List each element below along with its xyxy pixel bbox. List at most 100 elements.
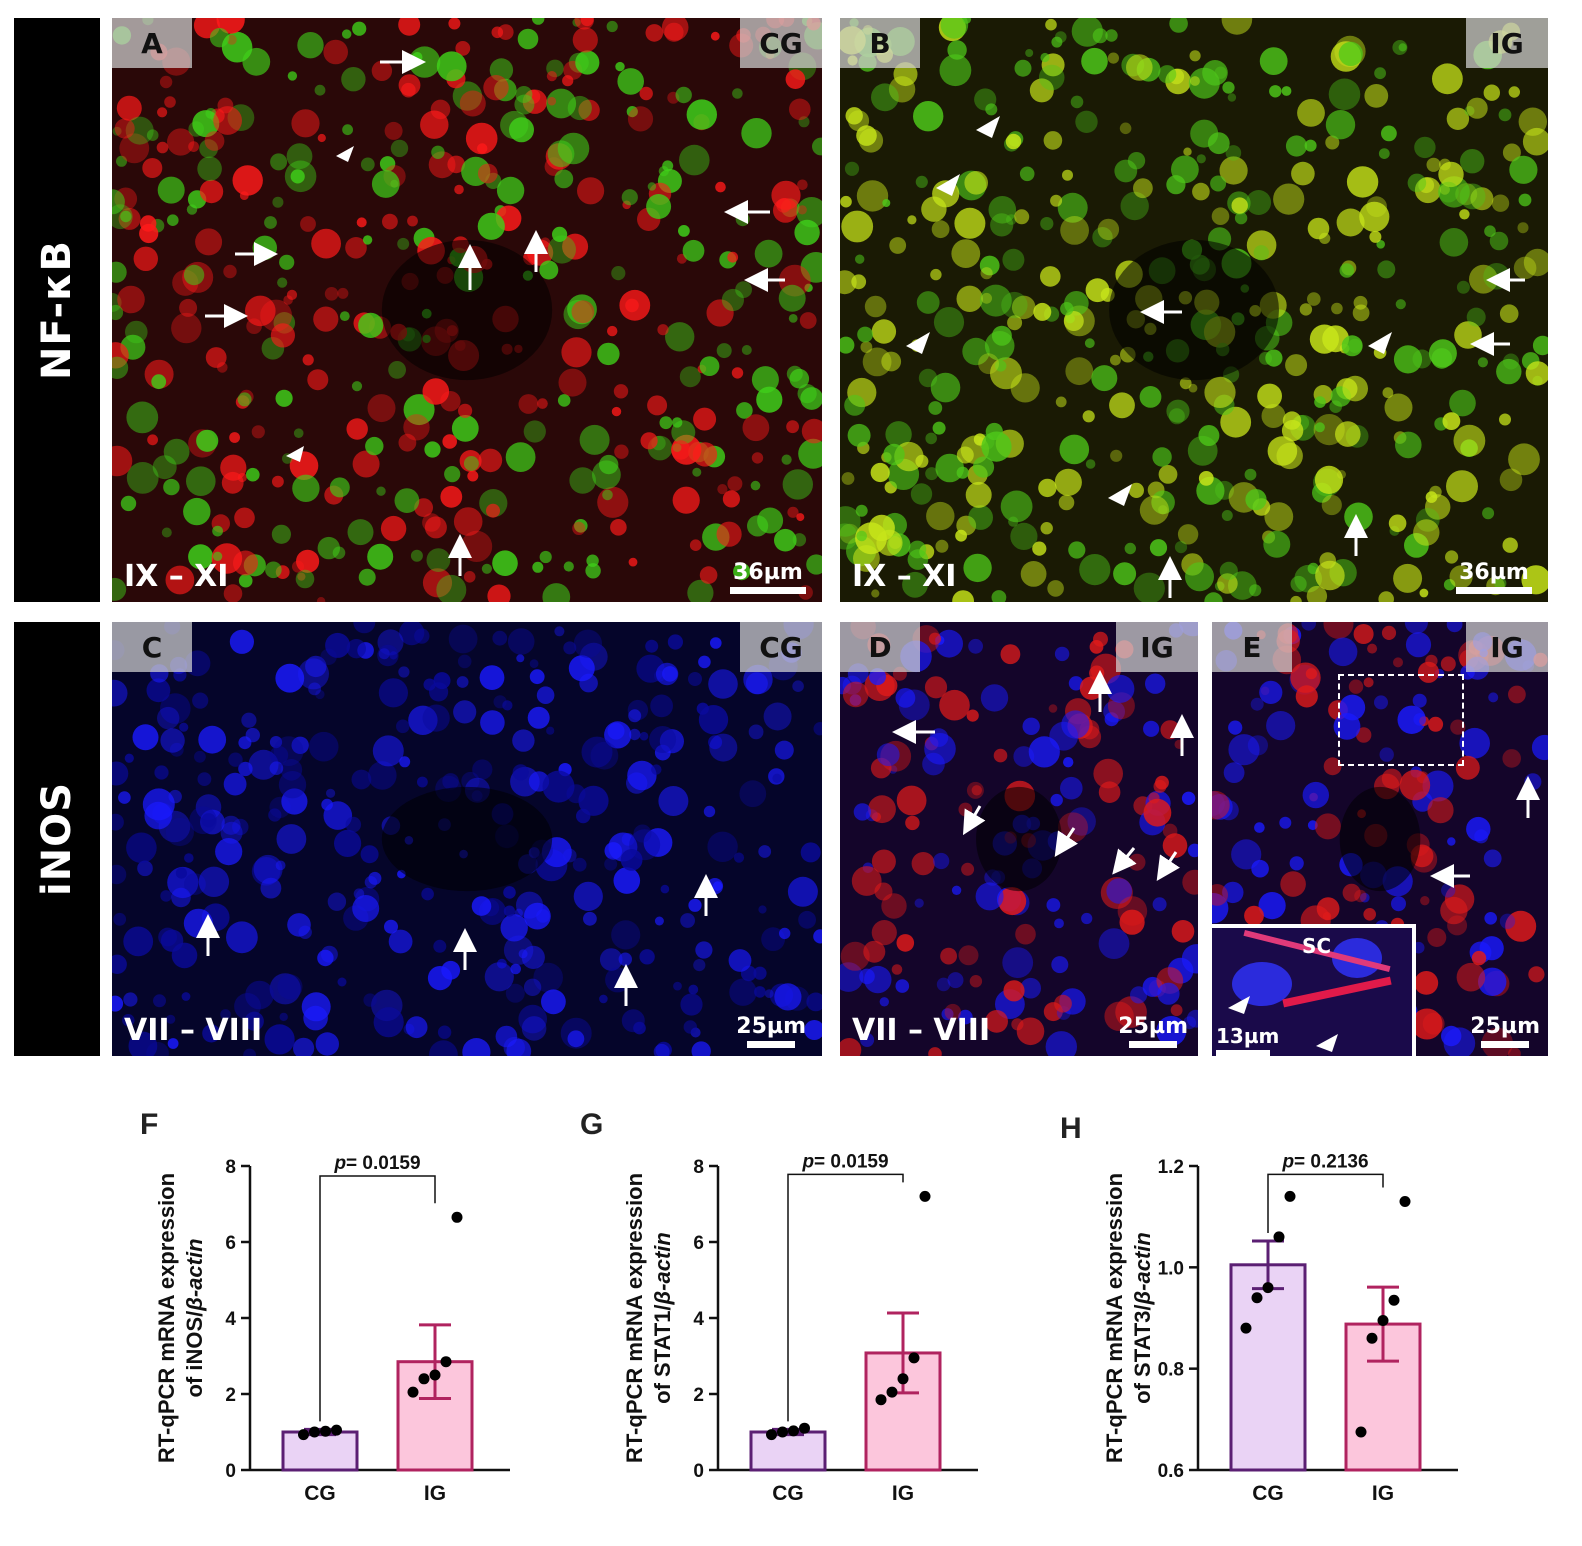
y-tick-label: 1.0 <box>1158 1258 1184 1279</box>
data-point <box>1377 1315 1389 1327</box>
scale-bar-a: 36µm <box>730 560 806 594</box>
y-axis-sublabel: of iNOS/β-actin <box>182 1238 207 1397</box>
y-tick-label: 8 <box>693 1157 704 1178</box>
data-point <box>897 1373 909 1385</box>
data-point <box>320 1425 331 1437</box>
y-axis-label: RT-qPCR mRNA expression <box>622 1173 647 1463</box>
y-tick-label: 8 <box>225 1157 236 1178</box>
p-value-label: p= 0.0159 <box>333 1153 420 1174</box>
significance-bracket <box>1267 1173 1384 1233</box>
data-point <box>451 1211 463 1223</box>
stage-label-a: IX – XI <box>124 559 229 594</box>
y-tick-label: 4 <box>225 1309 236 1330</box>
data-point <box>1262 1282 1274 1294</box>
data-point <box>908 1352 920 1364</box>
micrograph-d: D IG VII – VIII 25µm <box>840 622 1198 1056</box>
data-point <box>886 1386 898 1398</box>
chart-g-stat1: RT-qPCR mRNA expression of STAT1/β-actin 0… <box>622 1151 978 1505</box>
micrograph-c: C CG VII – VIII 25µm <box>112 622 822 1056</box>
zoom-region-box <box>1338 674 1464 766</box>
data-point <box>440 1356 452 1368</box>
stage-label-b: IX – XI <box>852 559 957 594</box>
inset-sc-label: SC <box>1302 934 1332 958</box>
row-label-nfkb: NF-κB <box>14 18 100 602</box>
data-point <box>1355 1426 1367 1438</box>
data-point <box>766 1429 777 1441</box>
data-point <box>777 1426 788 1438</box>
x-tick-label-cg: CG <box>1252 1482 1284 1505</box>
micrograph-b: B IG IX – XI 36µm <box>840 18 1548 602</box>
scale-bar-e: 25µm <box>1470 1014 1540 1048</box>
data-point <box>331 1424 342 1436</box>
panel-letter-c: C <box>112 622 192 672</box>
micrograph-cells <box>112 622 822 1056</box>
y-axis-sublabel: of STAT3/β-actin <box>1130 1232 1155 1404</box>
bar-cg <box>749 1430 827 1472</box>
lumen <box>1339 786 1421 892</box>
data-point <box>309 1426 320 1438</box>
micrograph-c-image <box>112 622 822 1056</box>
panel-letter-b: B <box>840 18 920 68</box>
chart-letter-g: G <box>580 1108 604 1141</box>
data-point <box>407 1386 419 1398</box>
bar-cg <box>281 1430 359 1472</box>
group-tag-a: CG <box>740 18 822 68</box>
lumen <box>381 239 553 381</box>
panel-letter-e: E <box>1212 622 1292 672</box>
x-tick-label-cg: CG <box>304 1482 336 1505</box>
x-tick-label-ig: IG <box>424 1482 446 1505</box>
micrograph-d-image <box>840 622 1198 1056</box>
lumen <box>1109 239 1279 381</box>
y-tick-label: 2 <box>225 1385 236 1406</box>
p-value-label: p= 0.0159 <box>801 1151 888 1172</box>
scale-bar-d: 25µm <box>1118 1014 1188 1048</box>
data-point <box>799 1422 810 1434</box>
inset-scale-bar: 13µm <box>1216 1024 1279 1056</box>
row-label-inos: iNOS <box>14 622 100 1056</box>
x-tick-label-ig: IG <box>1372 1482 1394 1505</box>
stage-label-d: VII – VIII <box>852 1013 991 1048</box>
data-point <box>919 1190 931 1202</box>
panel-letter-a: A <box>112 18 192 68</box>
group-tag-e: IG <box>1466 622 1548 672</box>
chart-letter-f: F <box>140 1108 159 1141</box>
y-tick-label: 0 <box>693 1461 704 1482</box>
data-point <box>1388 1294 1400 1306</box>
y-tick-label: 2 <box>693 1385 704 1406</box>
data-point <box>1273 1231 1285 1243</box>
data-point <box>1284 1190 1296 1202</box>
y-tick-label: 0 <box>225 1461 236 1482</box>
y-tick-label: 0.8 <box>1158 1360 1184 1381</box>
stage-label-c: VII – VIII <box>124 1013 263 1048</box>
y-tick-label: 4 <box>693 1309 704 1330</box>
data-point <box>429 1369 441 1381</box>
chart-h-stat3: RT-qPCR mRNA expression of STAT3/β-actin0… <box>1102 1151 1458 1505</box>
significance-bracket <box>787 1173 904 1422</box>
micrograph-a-image <box>112 18 822 602</box>
lumen <box>381 786 553 892</box>
group-tag-d: IG <box>1116 622 1198 672</box>
data-point <box>1399 1195 1411 1207</box>
chart-f-inos: RT-qPCR mRNA expression of iNOS/β-actin 0 2… <box>154 1153 510 1505</box>
group-tag-b: IG <box>1466 18 1548 68</box>
y-axis-label: RT-qPCR mRNA expression <box>154 1173 179 1463</box>
data-point <box>1366 1332 1378 1344</box>
panel-letter-d: D <box>840 622 920 672</box>
bar-cg <box>1229 1263 1307 1472</box>
x-tick-label-cg: CG <box>772 1482 804 1505</box>
y-tick-label: 6 <box>693 1233 704 1254</box>
data-point <box>875 1394 887 1406</box>
p-value-label: p= 0.2136 <box>1281 1151 1368 1172</box>
data-point <box>418 1373 430 1385</box>
data-point <box>1251 1292 1263 1304</box>
chart-letter-h: H <box>1060 1112 1082 1145</box>
lumen <box>976 786 1062 892</box>
micrograph-a: A CG IX – XI 36µm <box>112 18 822 602</box>
y-tick-label: 0.6 <box>1158 1461 1184 1482</box>
micrograph-cells <box>840 18 1548 602</box>
scale-bar-b: 36µm <box>1456 560 1532 594</box>
significance-bracket <box>319 1175 436 1422</box>
micrograph-cells <box>840 622 1198 1056</box>
micrograph-b-image <box>840 18 1548 602</box>
y-tick-label: 1.2 <box>1158 1157 1184 1178</box>
